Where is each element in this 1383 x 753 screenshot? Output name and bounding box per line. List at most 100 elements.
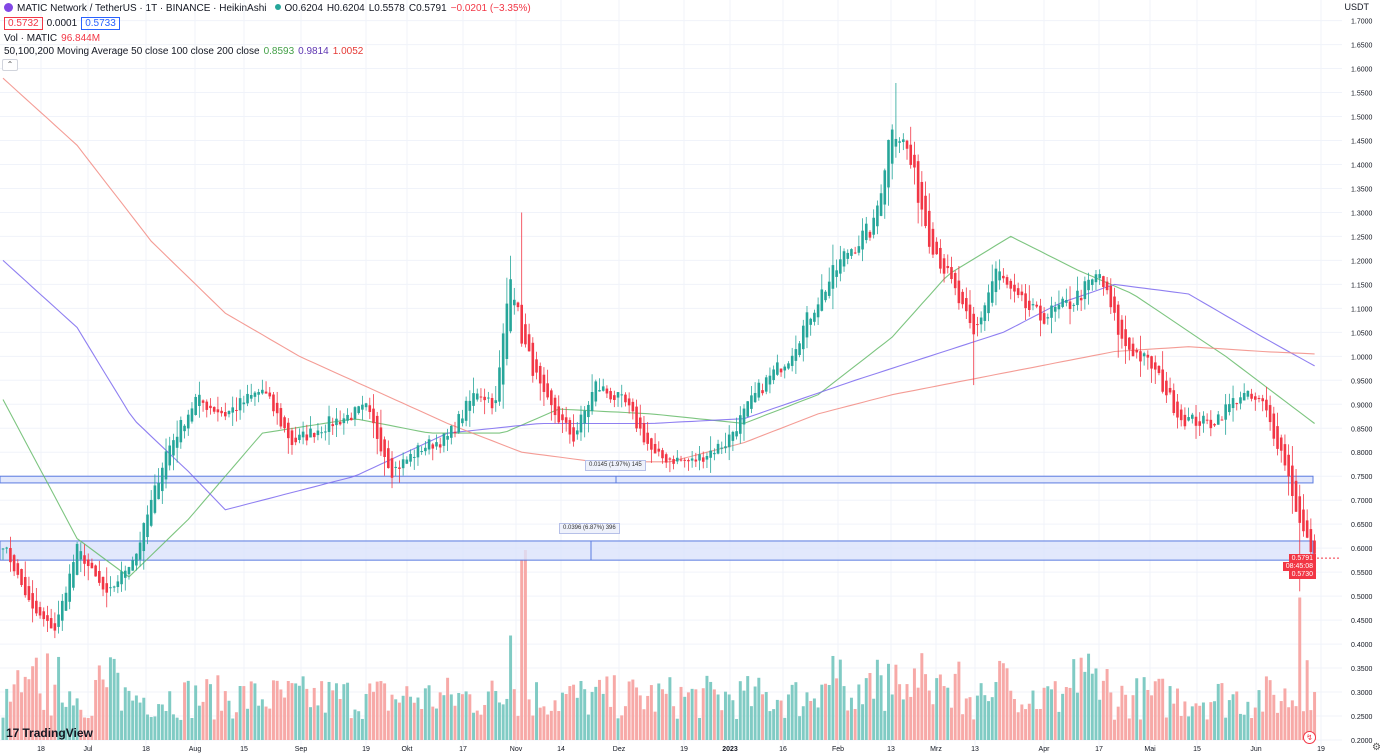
volume-bar: [409, 696, 413, 740]
candle-body: [801, 325, 805, 350]
candle-body: [605, 388, 609, 394]
candle-body: [672, 459, 675, 464]
time-tick-label: Jul: [84, 746, 93, 753]
candle-body: [116, 581, 120, 588]
volume-bar: [357, 711, 361, 740]
candle-body: [475, 393, 479, 400]
price-zones[interactable]: [0, 475, 1314, 561]
moving-average-legend[interactable]: 50,100,200 Moving Average 50 close 100 c…: [4, 45, 367, 58]
candle-body: [1213, 423, 1216, 426]
candle-body: [227, 411, 231, 415]
volume-bar: [975, 695, 979, 740]
candle-body: [624, 394, 627, 403]
time-tick-label: 18: [37, 746, 45, 753]
volume-bar: [824, 683, 827, 740]
volume-bar: [364, 694, 368, 740]
volume-bar: [998, 660, 1002, 740]
tradingview-logo[interactable]: 17 TradingView: [6, 726, 93, 740]
volume-bar: [720, 710, 724, 740]
time-tick-label: Okt: [402, 746, 413, 753]
candle-body: [1165, 380, 1168, 396]
candle-body: [283, 417, 286, 429]
volume-bar: [779, 700, 783, 740]
price-axis[interactable]: 0.2000 0.2500 0.3000 0.3500 0.4000 0.4500 0.50…: [1351, 19, 1373, 745]
volume-bar: [1301, 711, 1305, 740]
candle-body: [709, 450, 712, 458]
volume-bar: [53, 684, 57, 740]
candle-body: [105, 583, 109, 593]
time-tick-label: Mrz: [930, 746, 942, 753]
candle-body: [990, 281, 994, 303]
volume-bar: [164, 710, 168, 740]
time-tick-label: 2023: [722, 746, 738, 753]
candle-body: [379, 427, 383, 452]
volume-bar: [642, 709, 646, 740]
volume-bar: [809, 700, 813, 740]
volume-bar: [731, 700, 735, 740]
ohlc-close: C0.5791: [408, 3, 447, 14]
candle-body: [601, 386, 605, 391]
volume-bar: [946, 687, 950, 740]
volume-bar: [801, 706, 805, 740]
volume-bar: [916, 687, 920, 740]
time-tick-label: 19: [1317, 746, 1325, 753]
candle-body: [738, 415, 742, 434]
candle-body: [1305, 520, 1309, 538]
candle-body: [123, 570, 127, 578]
volume-bar: [764, 691, 768, 740]
volume-bar: [442, 695, 446, 740]
measure-upper-label[interactable]: 0.0145 (1.97%) 145: [585, 460, 646, 471]
symbol-legend[interactable]: MATIC Network / TetherUS · 1T · BINANCE …: [4, 2, 535, 15]
candle-body: [876, 205, 879, 227]
volume-bar: [1038, 708, 1042, 740]
candle-body: [805, 312, 809, 338]
volume-legend[interactable]: Vol · MATIC 96.844M: [4, 32, 104, 45]
volume-bar: [60, 702, 64, 740]
volume-bar: [575, 697, 579, 740]
settings-gear-icon[interactable]: ⚙: [1372, 742, 1381, 753]
candle-body: [820, 289, 824, 311]
volume-bar: [879, 675, 883, 740]
alert-bolt-icon[interactable]: ↯: [1303, 731, 1316, 744]
volume-bar: [1264, 676, 1268, 740]
time-axis[interactable]: 18 Jul 18 Aug 15 Sep 19 Okt 17 Nov 14 Dez 19 2023 16 Fe…: [37, 746, 1325, 753]
currency-label[interactable]: USDT: [1344, 2, 1370, 12]
candle-body: [461, 418, 464, 424]
candle-body: [931, 228, 935, 255]
volume-bar: [1250, 717, 1254, 740]
candle-body: [109, 587, 112, 589]
bid-price[interactable]: 0.5732: [4, 17, 43, 30]
volume-bar: [464, 691, 468, 740]
candle-body: [768, 375, 772, 385]
candle-body: [720, 447, 724, 449]
volume-bar: [905, 684, 909, 740]
collapse-legend-button[interactable]: ⌃: [2, 59, 18, 71]
symbol-title[interactable]: MATIC Network / TetherUS · 1T · BINANCE …: [17, 3, 267, 14]
candle-body: [1102, 276, 1105, 288]
candle-body: [1065, 300, 1068, 303]
candle-body: [535, 359, 538, 373]
candle-body: [1105, 281, 1109, 291]
candle-body: [1083, 281, 1087, 300]
volume-bar: [1061, 693, 1065, 740]
measure-lower-label[interactable]: 0.0396 (6.87%) 396: [559, 523, 620, 534]
candle-body: [131, 560, 134, 571]
price-tick-label: 1.4000: [1351, 162, 1373, 169]
candle-body: [453, 431, 457, 433]
candle-body: [309, 428, 312, 438]
volume-bar: [134, 695, 138, 740]
candle-body: [49, 618, 53, 629]
candle-body: [1279, 437, 1283, 451]
volume-bar: [786, 694, 790, 740]
candle-body: [642, 423, 646, 443]
candle-body: [701, 457, 705, 462]
ask-price[interactable]: 0.5733: [81, 17, 120, 30]
candle-body: [483, 396, 486, 401]
volume-bar: [1135, 678, 1139, 740]
candle-body: [676, 457, 679, 462]
volume-bar: [1046, 686, 1050, 740]
candle-body: [953, 273, 957, 289]
volume-bar: [935, 678, 939, 740]
volume-bar: [1142, 677, 1146, 740]
